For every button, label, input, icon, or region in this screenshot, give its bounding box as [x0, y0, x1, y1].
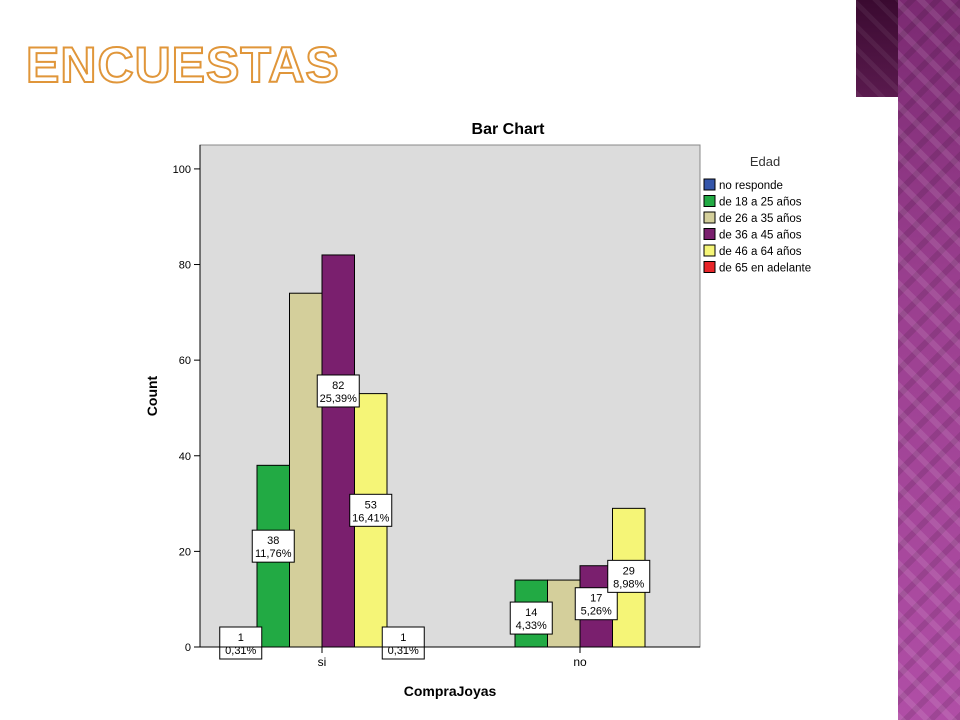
data-label-percent: 8,98%	[613, 578, 644, 590]
data-label-box	[607, 559, 651, 593]
legend-title: Edad	[750, 154, 780, 169]
bars-group	[256, 254, 646, 648]
legend-swatch	[703, 261, 716, 273]
data-label-percent: 5,26%	[581, 606, 612, 618]
y-axis: 0 20 40 60 80 100	[173, 145, 201, 654]
data-labels-group: 10,31%3811,76%8225,39%5316,41%10,31%144,…	[219, 374, 651, 660]
legend-label: de 65 en adelante	[719, 263, 811, 275]
data-label-box	[574, 587, 618, 621]
bar-si-series-3	[321, 254, 355, 648]
bar-si-series-2	[289, 292, 323, 648]
legend-swatch	[703, 211, 716, 224]
legend-swatch	[703, 178, 716, 191]
data-label: 298,98%	[607, 559, 651, 593]
data-label-count: 1	[400, 632, 406, 644]
data-label-percent: 11,76%	[255, 548, 292, 560]
data-label-count: 14	[525, 607, 537, 619]
x-tick-label: no	[573, 655, 587, 669]
legend-label: de 36 a 45 años	[719, 230, 802, 242]
legend-label: de 26 a 35 años	[719, 213, 802, 225]
slide-title: ENCUESTAS	[25, 37, 340, 93]
data-label-percent: 4,33%	[516, 620, 547, 632]
data-label-box	[381, 626, 425, 660]
data-label-count: 1	[238, 632, 244, 644]
y-tick-label: 80	[179, 260, 191, 272]
data-label-box	[219, 626, 263, 660]
data-label-box	[316, 374, 360, 408]
data-label-box	[349, 493, 393, 527]
data-label: 175,26%	[574, 587, 618, 621]
legend-label: no responde	[719, 180, 783, 192]
x-tick-label: si	[318, 655, 327, 669]
x-axis: si no	[200, 646, 700, 669]
decorative-side-band	[898, 0, 960, 720]
y-tick-label: 60	[179, 355, 191, 367]
data-label-count: 53	[365, 499, 377, 511]
data-label-count: 38	[267, 535, 279, 547]
legend-swatch	[703, 244, 716, 257]
x-axis-title: CompraJoyas	[404, 683, 497, 699]
data-label-box	[251, 529, 295, 563]
y-tick-label: 0	[185, 642, 191, 654]
data-label-count: 82	[332, 380, 344, 392]
data-label: 10,31%	[381, 626, 425, 660]
data-label-percent: 25,39%	[320, 393, 358, 405]
y-tick-label: 100	[173, 164, 191, 176]
data-label: 144,33%	[509, 601, 553, 635]
legend-label: de 18 a 25 años	[719, 197, 802, 209]
y-tick-label: 20	[179, 546, 191, 558]
data-label-count: 17	[590, 593, 602, 605]
bar-no-series-2	[547, 579, 581, 648]
data-label-count: 29	[623, 565, 635, 577]
legend-swatch	[703, 195, 716, 207]
data-label-percent: 0,31%	[225, 645, 256, 657]
y-tick-label: 40	[179, 451, 191, 463]
legend-swatch	[703, 228, 716, 240]
data-label-percent: 16,41%	[352, 512, 390, 524]
y-axis-title: Count	[144, 375, 160, 416]
legend-label: de 46 a 64 años	[719, 246, 802, 258]
data-label-percent: 0,31%	[388, 645, 419, 657]
data-label-box	[509, 601, 553, 635]
legend: Edad no responde de 18 a 25 años de 26 a 3…	[703, 154, 811, 275]
data-label: 10,31%	[219, 626, 263, 660]
chart-title: Bar Chart	[472, 121, 546, 138]
